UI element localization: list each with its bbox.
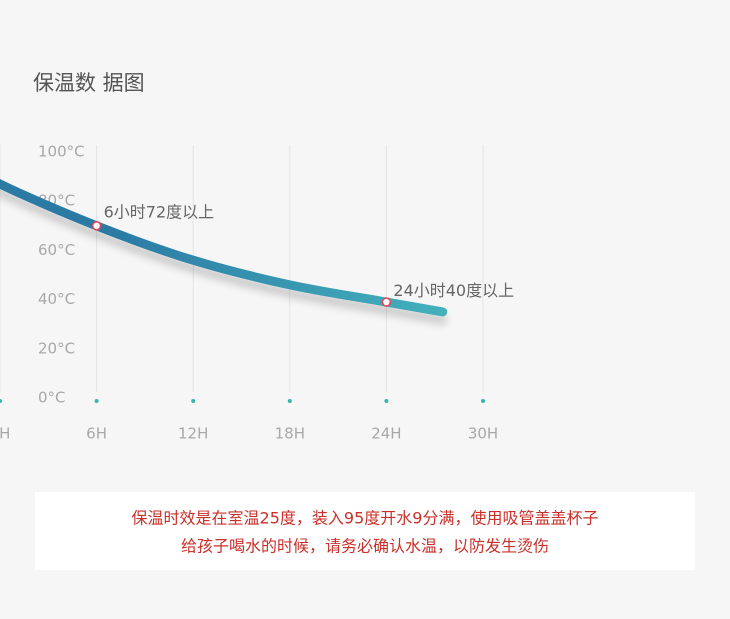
- x-tick-label: 24H: [371, 425, 401, 443]
- annotation: 24小时40度以上: [393, 281, 514, 300]
- chart-title: 保温数 据图: [33, 71, 145, 95]
- point-marker: [91, 221, 102, 231]
- tick-dot: [287, 399, 292, 403]
- x-tick-label: 0H: [0, 425, 10, 443]
- x-tick-label: 18H: [275, 425, 305, 443]
- note-line: 保温时效是在室温25度，装入95度开水9分满，使用吸管盖盖杯子: [132, 509, 599, 528]
- series-line: [0, 178, 448, 317]
- point-marker: [381, 297, 392, 307]
- note-line: 给孩子喝水的时候，请务必确认水温，以防发生烫伤: [181, 537, 549, 556]
- tick-dot: [0, 399, 2, 403]
- y-tick-label: 40°C: [38, 290, 75, 308]
- y-tick-label: 60°C: [38, 241, 75, 259]
- note-box: [35, 492, 695, 570]
- x-tick-label: 6H: [86, 425, 107, 443]
- y-tick-label: 100°C: [38, 143, 85, 161]
- x-tick-label: 12H: [178, 425, 208, 443]
- tick-dot: [94, 399, 99, 403]
- y-tick-label: 0°C: [38, 389, 66, 407]
- x-tick-label: 30H: [468, 425, 498, 443]
- tick-dot: [384, 399, 389, 403]
- annotation: 6小时72度以上: [104, 202, 215, 221]
- tick-dot: [481, 399, 485, 403]
- tick-dot: [191, 399, 196, 403]
- y-tick-label: 20°C: [38, 339, 75, 357]
